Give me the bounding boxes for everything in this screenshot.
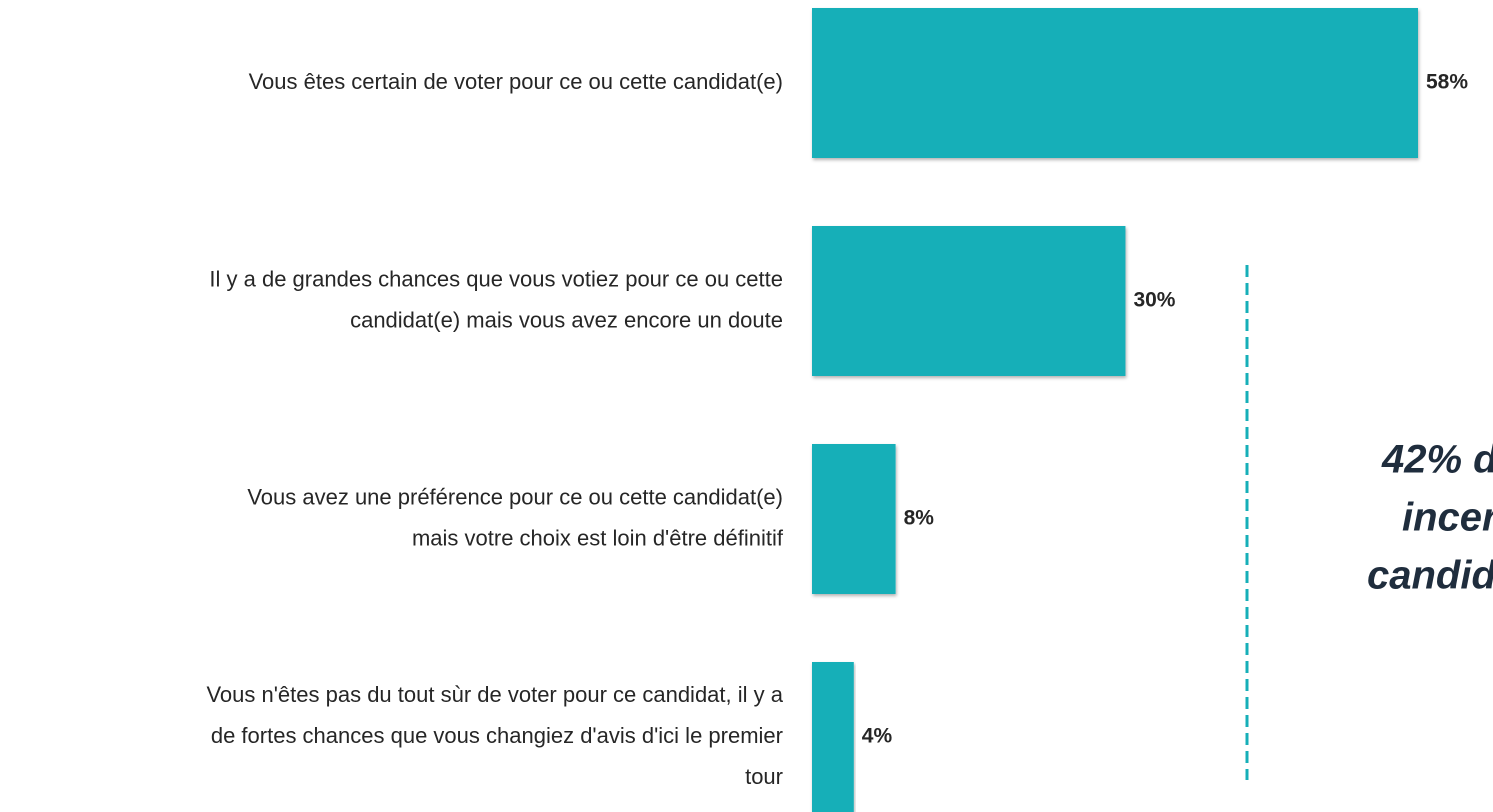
- bar: [812, 226, 1126, 376]
- annotation: incerta: [1402, 496, 1493, 540]
- value-label: 8%: [904, 507, 935, 530]
- category-label: Vous n'êtes pas du tout sùr de voter pou…: [206, 682, 783, 789]
- value-label: 58%: [1426, 71, 1468, 94]
- bar: [812, 8, 1418, 158]
- category-label: Vous êtes certain de voter pour ce ou ce…: [249, 69, 783, 94]
- annotation: candidat: [1367, 554, 1493, 598]
- value-label: 30%: [1133, 289, 1175, 312]
- category-label: Vous avez une préférence pour ce ou cett…: [247, 484, 784, 550]
- annotation: 42% d: [1381, 438, 1493, 482]
- category-label: Il y a de grandes chances que vous votie…: [209, 266, 783, 332]
- bar: [812, 444, 896, 594]
- value-label: 4%: [862, 725, 893, 748]
- bar: [812, 662, 854, 812]
